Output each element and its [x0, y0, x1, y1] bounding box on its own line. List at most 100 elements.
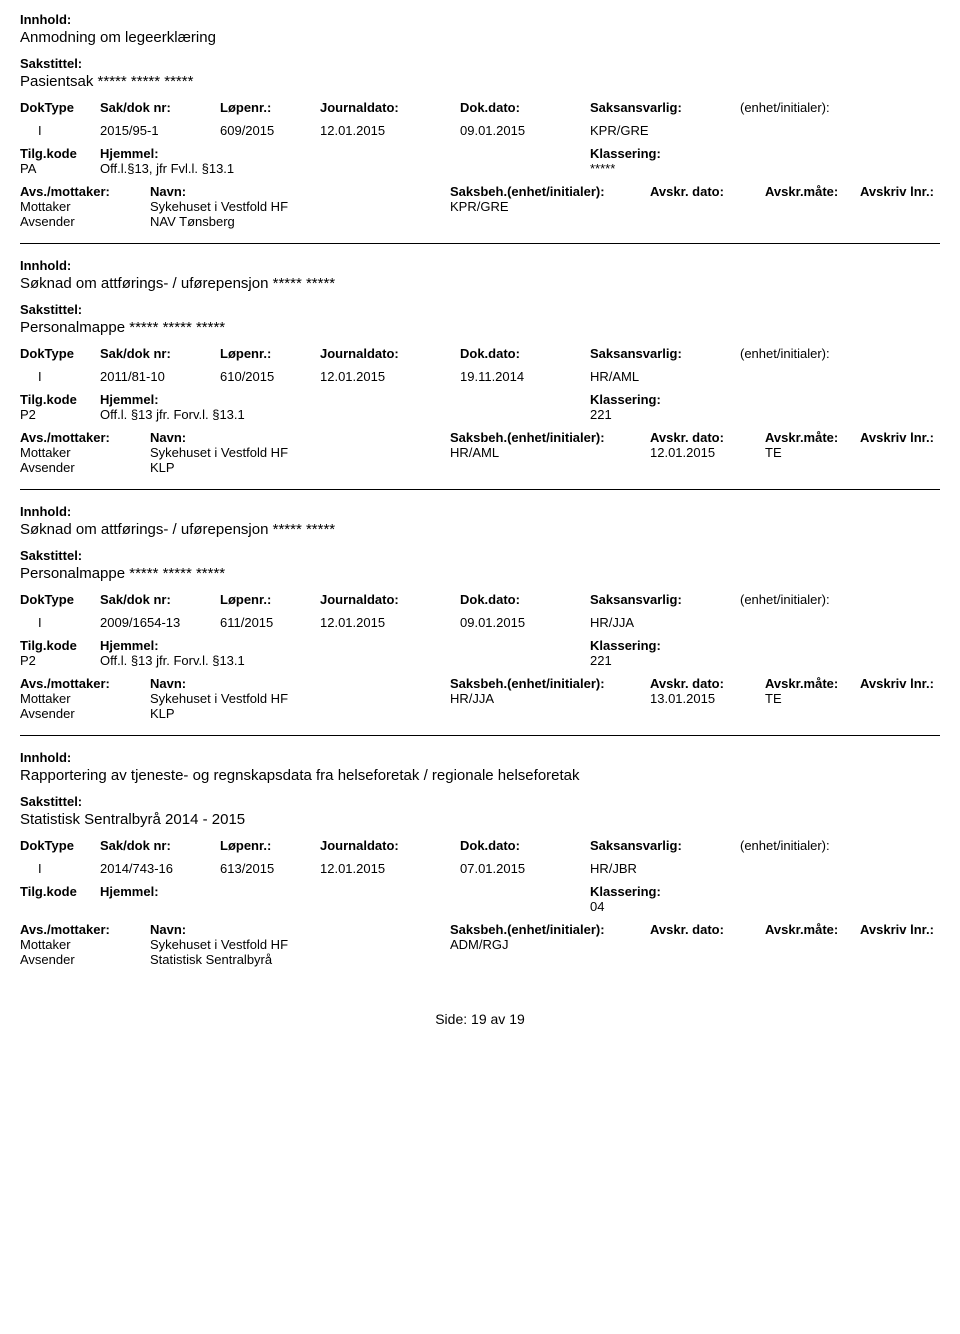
col-value: 611/2015 — [220, 615, 320, 630]
col-header: Dok.dato: — [460, 100, 590, 115]
col-value: 609/2015 — [220, 123, 320, 138]
party-cell: 12.01.2015 — [650, 445, 765, 460]
col-header: Journaldato: — [320, 100, 460, 115]
col-value — [740, 123, 900, 138]
klassering-value: ***** — [590, 161, 870, 176]
innhold-value: Søknad om attførings- / uførepensjon ***… — [20, 275, 940, 292]
party-cell — [860, 706, 950, 721]
sakstittel-value: Personalmappe ***** ***** ***** — [20, 565, 940, 582]
klassering-value: 221 — [590, 653, 870, 668]
record-header-row: DokTypeSak/dok nr:Løpenr.:Journaldato:Do… — [20, 346, 940, 361]
col-value: 09.01.2015 — [460, 123, 590, 138]
col-header: (enhet/initialer): — [740, 838, 900, 853]
hjemmel-label: Hjemmel: — [100, 884, 590, 899]
party-cell — [650, 937, 765, 952]
col-header: (enhet/initialer): — [740, 100, 900, 115]
col-header: Dok.dato: — [460, 592, 590, 607]
journal-record: Innhold: Søknad om attførings- / uførepen… — [20, 258, 940, 490]
col-value: HR/JJA — [590, 615, 740, 630]
col-value: 19.11.2014 — [460, 369, 590, 384]
klassering-label: Klassering: — [590, 884, 870, 899]
col-value: 2009/1654-13 — [100, 615, 220, 630]
party-cell: HR/AML — [450, 445, 650, 460]
party-col-header: Avskr.måte: — [765, 430, 860, 445]
sakstittel-label: Sakstittel: — [20, 548, 940, 563]
hjemmel-value: Off.l.§13, jfr Fvl.l. §13.1 — [100, 161, 590, 176]
col-value: 12.01.2015 — [320, 615, 460, 630]
party-role: Mottaker — [20, 199, 150, 214]
party-col-header: Avskr.måte: — [765, 676, 860, 691]
record-header-row: DokTypeSak/dok nr:Løpenr.:Journaldato:Do… — [20, 592, 940, 607]
party-cell — [765, 706, 860, 721]
hjemmel-label: Hjemmel: — [100, 146, 590, 161]
party-col-header: Navn: — [150, 922, 450, 937]
party-cell: Sykehuset i Vestfold HF — [150, 937, 450, 952]
tilg-header-row: Tilg.kodeHjemmel:Klassering: — [20, 638, 940, 653]
party-col-header: Avskr.måte: — [765, 184, 860, 199]
record-value-row: I2011/81-10610/201512.01.201519.11.2014H… — [20, 369, 940, 384]
hjemmel-value: Off.l. §13 jfr. Forv.l. §13.1 — [100, 407, 590, 422]
klassering-label: Klassering: — [590, 146, 870, 161]
page-total: 19 — [509, 1011, 525, 1027]
party-row: AvsenderNAV Tønsberg — [20, 214, 940, 229]
party-cell — [860, 199, 950, 214]
col-value — [740, 615, 900, 630]
col-header: Sak/dok nr: — [100, 100, 220, 115]
tilg-value-row: PAOff.l.§13, jfr Fvl.l. §13.1***** — [20, 161, 940, 176]
party-role: Mottaker — [20, 445, 150, 460]
innhold-label: Innhold: — [20, 504, 940, 519]
party-cell — [860, 952, 950, 967]
col-header: Sak/dok nr: — [100, 346, 220, 361]
party-col-header: Avskriv lnr.: — [860, 184, 950, 199]
party-col-header: Saksbeh.(enhet/initialer): — [450, 922, 650, 937]
party-cell — [860, 445, 950, 460]
party-row: AvsenderKLP — [20, 460, 940, 475]
hjemmel-label: Hjemmel: — [100, 638, 590, 653]
party-role: Avsender — [20, 952, 150, 967]
party-cell: Sykehuset i Vestfold HF — [150, 199, 450, 214]
party-col-header: Avs./mottaker: — [20, 922, 150, 937]
party-cell — [765, 214, 860, 229]
innhold-label: Innhold: — [20, 750, 940, 765]
record-value-row: I2015/95-1609/201512.01.201509.01.2015KP… — [20, 123, 940, 138]
col-value: I — [20, 615, 100, 630]
party-cell — [650, 706, 765, 721]
party-role: Mottaker — [20, 937, 150, 952]
sakstittel-label: Sakstittel: — [20, 56, 940, 71]
innhold-label: Innhold: — [20, 258, 940, 273]
tilg-value-row: P2Off.l. §13 jfr. Forv.l. §13.1221 — [20, 407, 940, 422]
col-value — [740, 861, 900, 876]
col-header: (enhet/initialer): — [740, 346, 900, 361]
party-row: MottakerSykehuset i Vestfold HFADM/RGJ — [20, 937, 940, 952]
tilgkode-value: P2 — [20, 653, 100, 668]
page-current: 19 — [471, 1011, 487, 1027]
party-cell — [650, 214, 765, 229]
party-col-header: Avs./mottaker: — [20, 676, 150, 691]
party-row: MottakerSykehuset i Vestfold HFHR/AML12.… — [20, 445, 940, 460]
col-header: Dok.dato: — [460, 346, 590, 361]
party-cell — [860, 214, 950, 229]
party-col-header: Avskriv lnr.: — [860, 922, 950, 937]
party-col-header: Avskr. dato: — [650, 430, 765, 445]
klassering-value: 04 — [590, 899, 870, 914]
col-value: I — [20, 123, 100, 138]
sakstittel-value: Pasientsak ***** ***** ***** — [20, 73, 940, 90]
record-value-row: I2009/1654-13611/201512.01.201509.01.201… — [20, 615, 940, 630]
party-col-header: Avskr.måte: — [765, 922, 860, 937]
party-row: MottakerSykehuset i Vestfold HFHR/JJA13.… — [20, 691, 940, 706]
col-header: (enhet/initialer): — [740, 592, 900, 607]
party-role: Avsender — [20, 214, 150, 229]
party-col-header: Saksbeh.(enhet/initialer): — [450, 430, 650, 445]
party-cell: HR/JJA — [450, 691, 650, 706]
party-cell — [765, 952, 860, 967]
tilgkode-value: PA — [20, 161, 100, 176]
party-role: Avsender — [20, 706, 150, 721]
journal-record: Innhold:Anmodning om legeerklæringSaksti… — [20, 12, 940, 244]
col-header: DokType — [20, 346, 100, 361]
tilg-value-row: 04 — [20, 899, 940, 914]
record-header-row: DokTypeSak/dok nr:Løpenr.:Journaldato:Do… — [20, 838, 940, 853]
party-header-row: Avs./mottaker:Navn:Saksbeh.(enhet/initia… — [20, 922, 940, 937]
party-col-header: Navn: — [150, 430, 450, 445]
col-header: DokType — [20, 100, 100, 115]
party-cell — [765, 937, 860, 952]
